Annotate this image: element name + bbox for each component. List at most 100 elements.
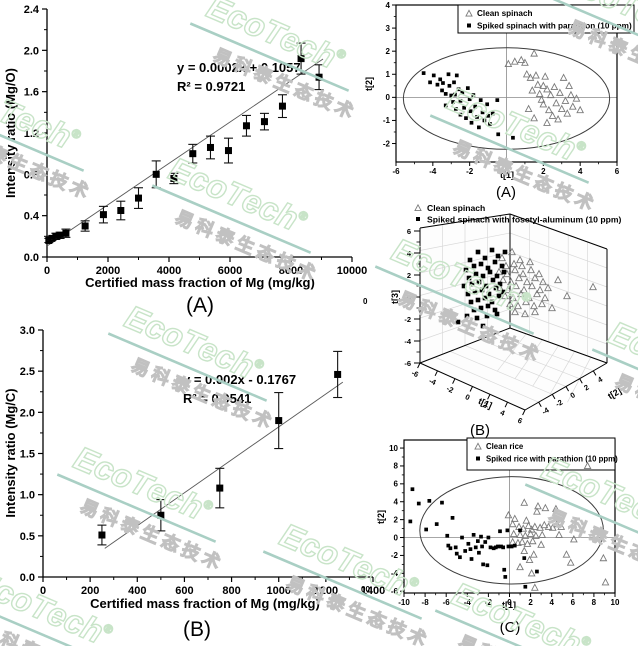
x-major-tick — [504, 401, 508, 408]
chart-caption: (C) — [500, 619, 521, 636]
data-point-square — [98, 531, 106, 539]
x-major-tick — [452, 378, 456, 384]
data-point-square — [428, 80, 432, 85]
x-tick-label: 8000 — [279, 265, 303, 277]
x-axis-title: t[1] — [477, 396, 494, 411]
data-point-square — [275, 417, 283, 425]
y-tick-label: 3 — [386, 24, 391, 33]
data-point-triangle — [557, 104, 566, 112]
data-point-square — [478, 261, 484, 267]
y-tick-label: 2 — [394, 515, 399, 524]
x-tick-label: 10 — [611, 598, 620, 607]
data-point-square — [486, 113, 490, 118]
data-point-square — [485, 102, 490, 107]
data-point-triangle — [528, 86, 537, 94]
data-point-triangle — [530, 49, 539, 57]
data-point-triangle — [521, 58, 529, 66]
z-tick-label: 2 — [407, 271, 411, 280]
data-point-triangle — [539, 277, 547, 286]
data-point-square — [486, 535, 491, 540]
x-axis-title: t[1] — [502, 600, 516, 610]
x-major-tick — [434, 370, 438, 377]
data-point-square — [440, 500, 444, 505]
y-axis-title: t[2] — [376, 510, 386, 524]
data-point-square — [454, 73, 459, 78]
r-squared-label: R² = 0.9721 — [177, 79, 245, 94]
y-tick-label: -6 — [391, 587, 399, 596]
data-point-square — [475, 115, 479, 119]
legend-label: Clean rice — [486, 442, 524, 451]
data-point-square — [465, 86, 470, 90]
data-point-square — [451, 100, 455, 104]
floor-grid-a — [532, 345, 559, 387]
y-tick-label: 0 — [386, 93, 391, 102]
data-point-triangle — [544, 283, 552, 292]
data-point-triangle — [546, 90, 555, 99]
data-point-triangle — [535, 269, 543, 278]
data-point-square — [475, 249, 481, 255]
y-major-tick — [592, 370, 597, 376]
data-point-triangle — [541, 293, 549, 302]
data-point-square — [483, 540, 488, 544]
data-point-triangle — [522, 70, 531, 78]
data-point-square — [492, 259, 498, 265]
y-tick-label: 4 — [596, 374, 605, 384]
data-point-square — [445, 533, 450, 538]
y-tick-label: -4 — [540, 405, 551, 417]
z-tick-label: -6 — [404, 359, 411, 368]
data-point-square — [441, 81, 445, 85]
data-point-square — [443, 103, 448, 108]
data-point-triangle — [524, 104, 533, 112]
floor-grid-b — [449, 351, 553, 395]
data-point-square — [512, 543, 517, 548]
data-point-square — [62, 229, 70, 237]
data-point-triangle — [538, 299, 546, 308]
data-point-square — [448, 546, 453, 551]
data-point-triangle — [534, 501, 542, 510]
data-point-square — [458, 555, 462, 560]
data-point-square — [499, 263, 505, 269]
data-point-square — [485, 303, 491, 309]
data-point-square — [446, 543, 451, 548]
legend: Clean spinach Spiked spinach with parathi… — [457, 4, 635, 34]
data-point-square — [81, 222, 89, 230]
data-point-square — [416, 501, 421, 506]
data-point-square — [478, 98, 483, 102]
data-point-square — [460, 535, 464, 540]
y-tick-label: 2 — [386, 47, 391, 56]
data-point-square — [482, 295, 488, 301]
data-point-square — [438, 77, 443, 82]
data-point-square — [450, 515, 455, 520]
data-point-square — [488, 545, 493, 550]
calibration-mg-c-plot: 0.00.51.01.52.02.53.00 200 400 600 800 1000 12… — [3, 325, 385, 641]
data-point-triangle — [508, 519, 517, 528]
data-point-square — [455, 319, 461, 325]
floor-grid-a — [567, 357, 592, 403]
data-point-triangle — [555, 530, 563, 538]
y-tick-label: 2.0 — [20, 407, 35, 419]
z-axis-title: t[3] — [390, 290, 400, 304]
y-tick-label: 3.0 — [20, 325, 35, 337]
data-point-triangle — [536, 285, 544, 294]
data-point-square — [468, 299, 474, 305]
data-point-triangle — [498, 253, 506, 262]
x-tick-label: 600 — [175, 585, 193, 597]
data-point-square — [453, 545, 458, 550]
data-point-square — [473, 545, 478, 550]
data-point-square — [480, 273, 486, 279]
x-tick-label: -8 — [422, 598, 430, 607]
x-major-tick — [469, 386, 473, 392]
data-point-triangle — [527, 569, 536, 577]
data-point-square — [518, 528, 522, 533]
data-point-triangle — [552, 504, 560, 512]
y-major-tick — [579, 378, 583, 384]
data-point-square — [117, 207, 125, 214]
legend-label: Clean spinach — [477, 9, 533, 18]
x-tick-label: -4 — [429, 167, 437, 176]
x-tick-label: 6000 — [218, 265, 242, 277]
data-point-triangle — [543, 85, 551, 93]
calibration-mg-o-plot: 0.0 0.4 0.8 1.2 1.6 2.0 2.4 0 2000 4000 6000 8000 10… — [3, 4, 367, 317]
floor-grid-b — [494, 333, 594, 372]
x-axis-title: Certified mass fraction of Mg (mg/kg) — [90, 596, 320, 611]
